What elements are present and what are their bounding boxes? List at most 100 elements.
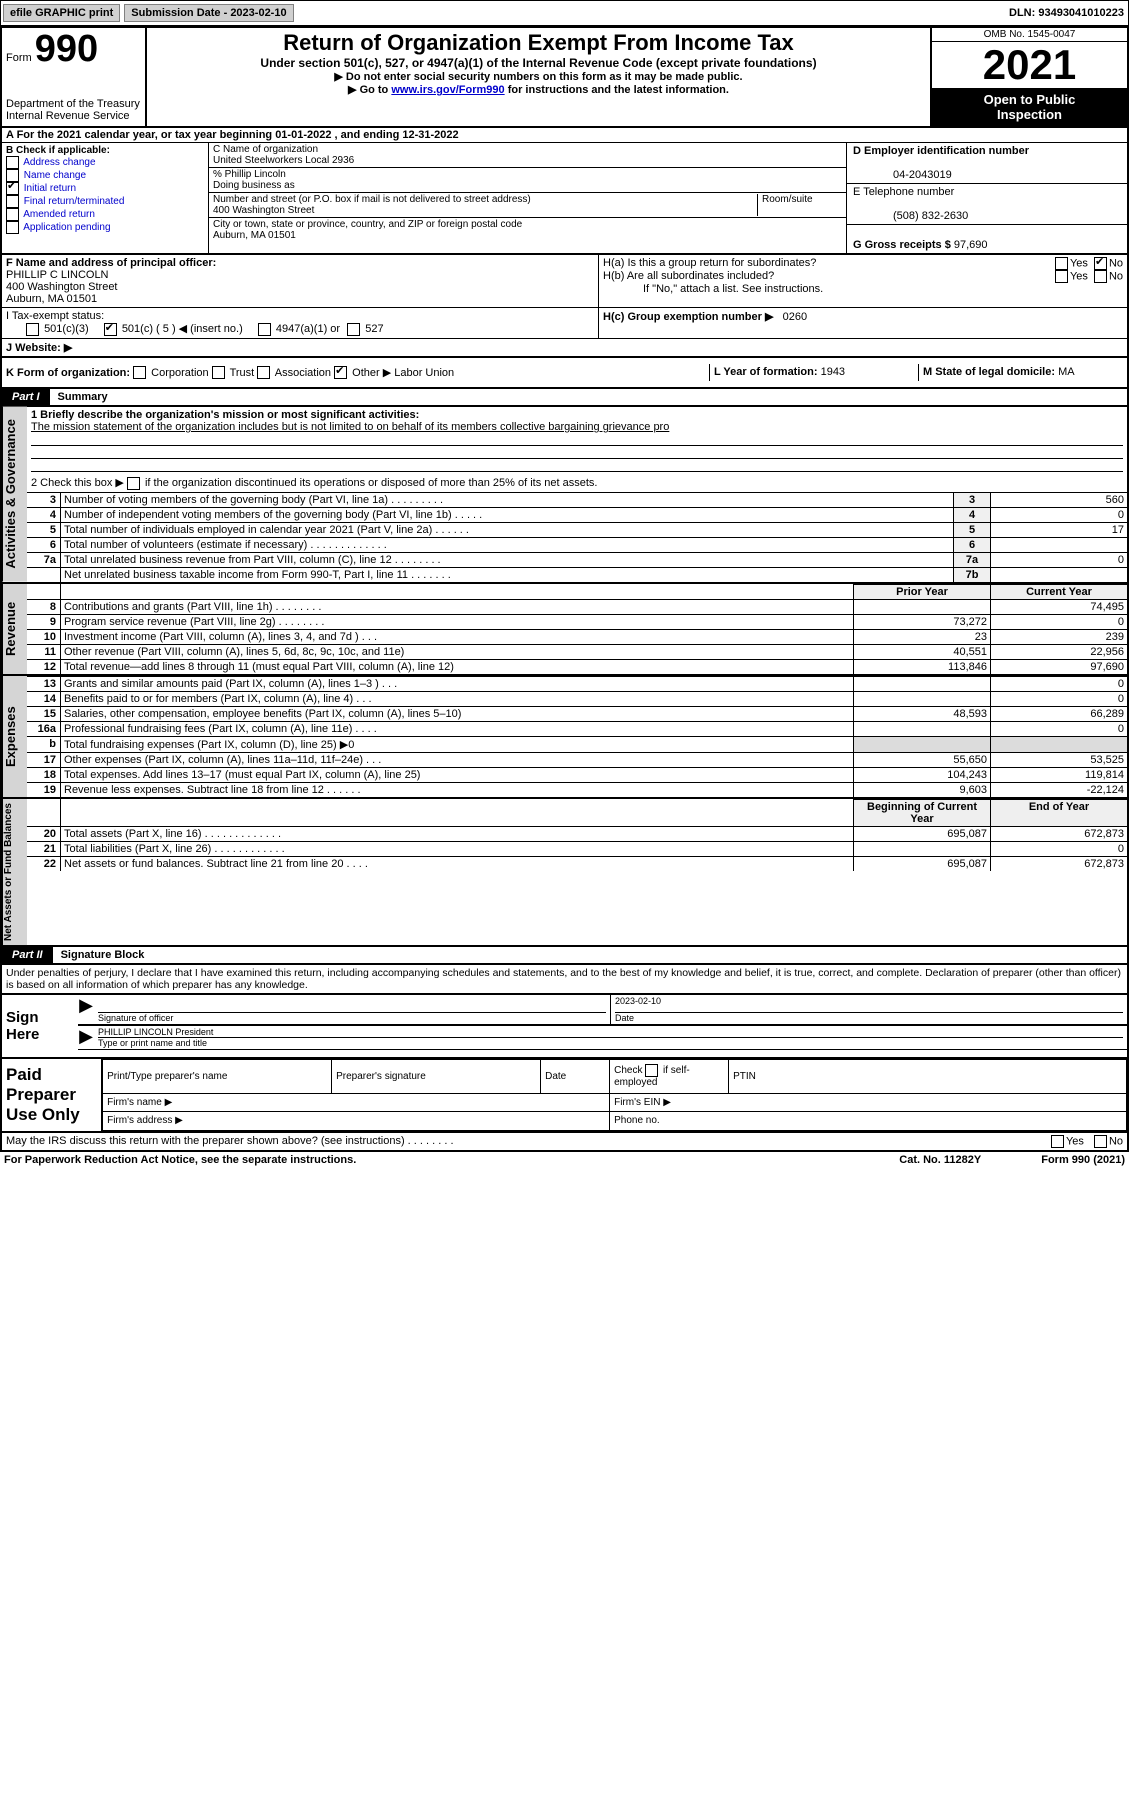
line-text: Total unrelated business revenue from Pa… (61, 552, 954, 567)
box-m: M State of legal domicile: MA (918, 364, 1127, 382)
year-formation: 1943 (821, 366, 845, 378)
cat-no: Cat. No. 11282Y (899, 1154, 981, 1166)
cb-initial-return[interactable]: Initial return (6, 183, 76, 194)
part1-header: Part I Summary (0, 389, 1129, 407)
sign-here-block: Sign Here ▶ Signature of officer 2023-02… (0, 995, 1129, 1059)
sig-name-value: PHILLIP LINCOLN President (98, 1027, 1123, 1038)
current-value (991, 736, 1128, 752)
sig-name-label: Type or print name and title (98, 1038, 207, 1048)
firm-name-field[interactable]: Firm's name ▶ (103, 1093, 610, 1112)
officer-name: PHILLIP C LINCOLN (6, 269, 109, 281)
sign-here-label: Sign Here (2, 995, 78, 1057)
discuss-no[interactable]: No (1094, 1135, 1123, 1148)
line-text: Total liabilities (Part X, line 26) . . … (61, 841, 854, 856)
cb-application-pending[interactable]: Application pending (6, 222, 111, 233)
line-text: Number of voting members of the governin… (61, 492, 954, 507)
cb-amended-return[interactable]: Amended return (6, 209, 95, 220)
q2-label: 2 Check this box ▶ (31, 477, 124, 489)
firm-ein-field[interactable]: Firm's EIN ▶ (610, 1093, 1127, 1112)
top-bar: efile GRAPHIC print Submission Date - 20… (0, 0, 1129, 26)
sig-name-field: PHILLIP LINCOLN President Type or print … (94, 1026, 1127, 1049)
line-text: Total expenses. Add lines 13–17 (must eq… (61, 767, 854, 782)
header-left: Form 990 Department of the Treasury Inte… (2, 28, 147, 126)
prep-selfemp[interactable]: Check if self-employed (610, 1059, 729, 1093)
ha-yes[interactable]: Yes (1055, 257, 1088, 270)
officer-group-row: F Name and address of principal officer:… (0, 255, 1129, 308)
hb-yes[interactable]: Yes (1055, 270, 1088, 283)
gross-receipts-label: G Gross receipts $ (853, 239, 951, 251)
instr-ssn: ▶ Do not enter social security numbers o… (151, 70, 926, 83)
box-i: I Tax-exempt status: 501(c)(3) 501(c) ( … (2, 308, 598, 338)
form-number: 990 (35, 28, 98, 70)
cb-501c[interactable]: 501(c) ( 5 ) ◀ (insert no.) (104, 323, 243, 335)
officer-city: Auburn, MA 01501 (6, 293, 97, 305)
line-num: 6 (27, 537, 61, 552)
header-mid: Return of Organization Exempt From Incom… (147, 28, 930, 126)
cb-527[interactable]: 527 (347, 323, 383, 335)
care-of-block: % Phillip Lincoln Doing business as (209, 168, 846, 193)
box-b-label: B Check if applicable: (6, 145, 110, 156)
line-num: 10 (27, 629, 61, 644)
prior-value (854, 736, 991, 752)
efile-print-button[interactable]: efile GRAPHIC print (3, 4, 120, 22)
cb-association[interactable]: Association (257, 367, 331, 379)
line-text: Net assets or fund balances. Subtract li… (61, 856, 854, 871)
cb-final-return[interactable]: Final return/terminated (6, 196, 124, 207)
current-value: 0 (991, 614, 1128, 629)
ha-label: H(a) Is this a group return for subordin… (603, 257, 1055, 270)
tax-year: 2021 (932, 42, 1127, 88)
hb-no[interactable]: No (1094, 270, 1123, 283)
discuss-yes[interactable]: Yes (1051, 1135, 1084, 1148)
cb-trust[interactable]: Trust (212, 367, 255, 379)
line-num: 22 (27, 856, 61, 871)
cb-name-change[interactable]: Name change (6, 170, 86, 181)
preparer-table: Print/Type preparer's name Preparer's si… (102, 1059, 1127, 1131)
ha-no[interactable]: No (1094, 257, 1123, 270)
cb-501c3[interactable]: 501(c)(3) (26, 323, 89, 335)
tax-period-row: A For the 2021 calendar year, or tax yea… (0, 128, 1129, 143)
line-num: 19 (27, 782, 61, 797)
line-value: 0 (991, 552, 1128, 567)
paid-preparer-block: Paid Preparer Use Only Print/Type prepar… (0, 1059, 1129, 1133)
prior-value: 48,593 (854, 706, 991, 721)
sig-officer-field[interactable]: Signature of officer (94, 995, 611, 1024)
line-num: 4 (27, 507, 61, 522)
part1-title: Summary (50, 389, 116, 405)
submission-date-button[interactable]: Submission Date - 2023-02-10 (124, 4, 293, 22)
ein-label: D Employer identification number (853, 145, 1029, 157)
form990-link[interactable]: www.irs.gov/Form990 (391, 84, 504, 96)
firm-addr-field[interactable]: Firm's address ▶ (103, 1112, 610, 1131)
cb-4947[interactable]: 4947(a)(1) or (258, 323, 340, 335)
box-l: L Year of formation: 1943 (709, 364, 918, 382)
line-box: 7b (954, 567, 991, 582)
hc-label: H(c) Group exemption number ▶ (603, 311, 773, 323)
line-text: Grants and similar amounts paid (Part IX… (61, 676, 854, 691)
begin-value (854, 841, 991, 856)
other-value: Labor Union (394, 367, 454, 379)
form-header: Form 990 Department of the Treasury Inte… (0, 26, 1129, 128)
prior-value: 55,650 (854, 752, 991, 767)
city-label: City or town, state or province, country… (213, 219, 522, 230)
sig-officer-label: Signature of officer (98, 1013, 173, 1023)
q1-label: 1 Briefly describe the organization's mi… (31, 409, 419, 421)
box-g: G Gross receipts $ 97,690 (847, 225, 1127, 253)
cb-address-change[interactable]: Address change (6, 157, 96, 168)
section-revenue: Revenue Prior Year Current Year8 Contrib… (0, 584, 1129, 676)
cb-corporation[interactable]: Corporation (133, 367, 209, 379)
section-governance: Activities & Governance 1 Briefly descri… (0, 407, 1129, 584)
box-e: E Telephone number (508) 832-2630 (847, 184, 1127, 225)
org-name: United Steelworkers Local 2936 (213, 155, 354, 166)
line-box: 3 (954, 492, 991, 507)
line-box: 4 (954, 507, 991, 522)
box-k: K Form of organization: Corporation Trus… (2, 364, 709, 382)
form-subtitle: Under section 501(c), 527, or 4947(a)(1)… (151, 56, 926, 70)
phone-label: E Telephone number (853, 186, 954, 198)
dln-label: DLN: 93493041010223 (1009, 7, 1124, 19)
cb-other[interactable]: Other ▶ (334, 367, 391, 379)
prior-value (854, 691, 991, 706)
firm-phone-field[interactable]: Phone no. (610, 1112, 1127, 1131)
city-value: Auburn, MA 01501 (213, 230, 296, 241)
line-num: 18 (27, 767, 61, 782)
q2-checkbox[interactable] (127, 477, 140, 490)
line-text: Revenue less expenses. Subtract line 18 … (61, 782, 854, 797)
